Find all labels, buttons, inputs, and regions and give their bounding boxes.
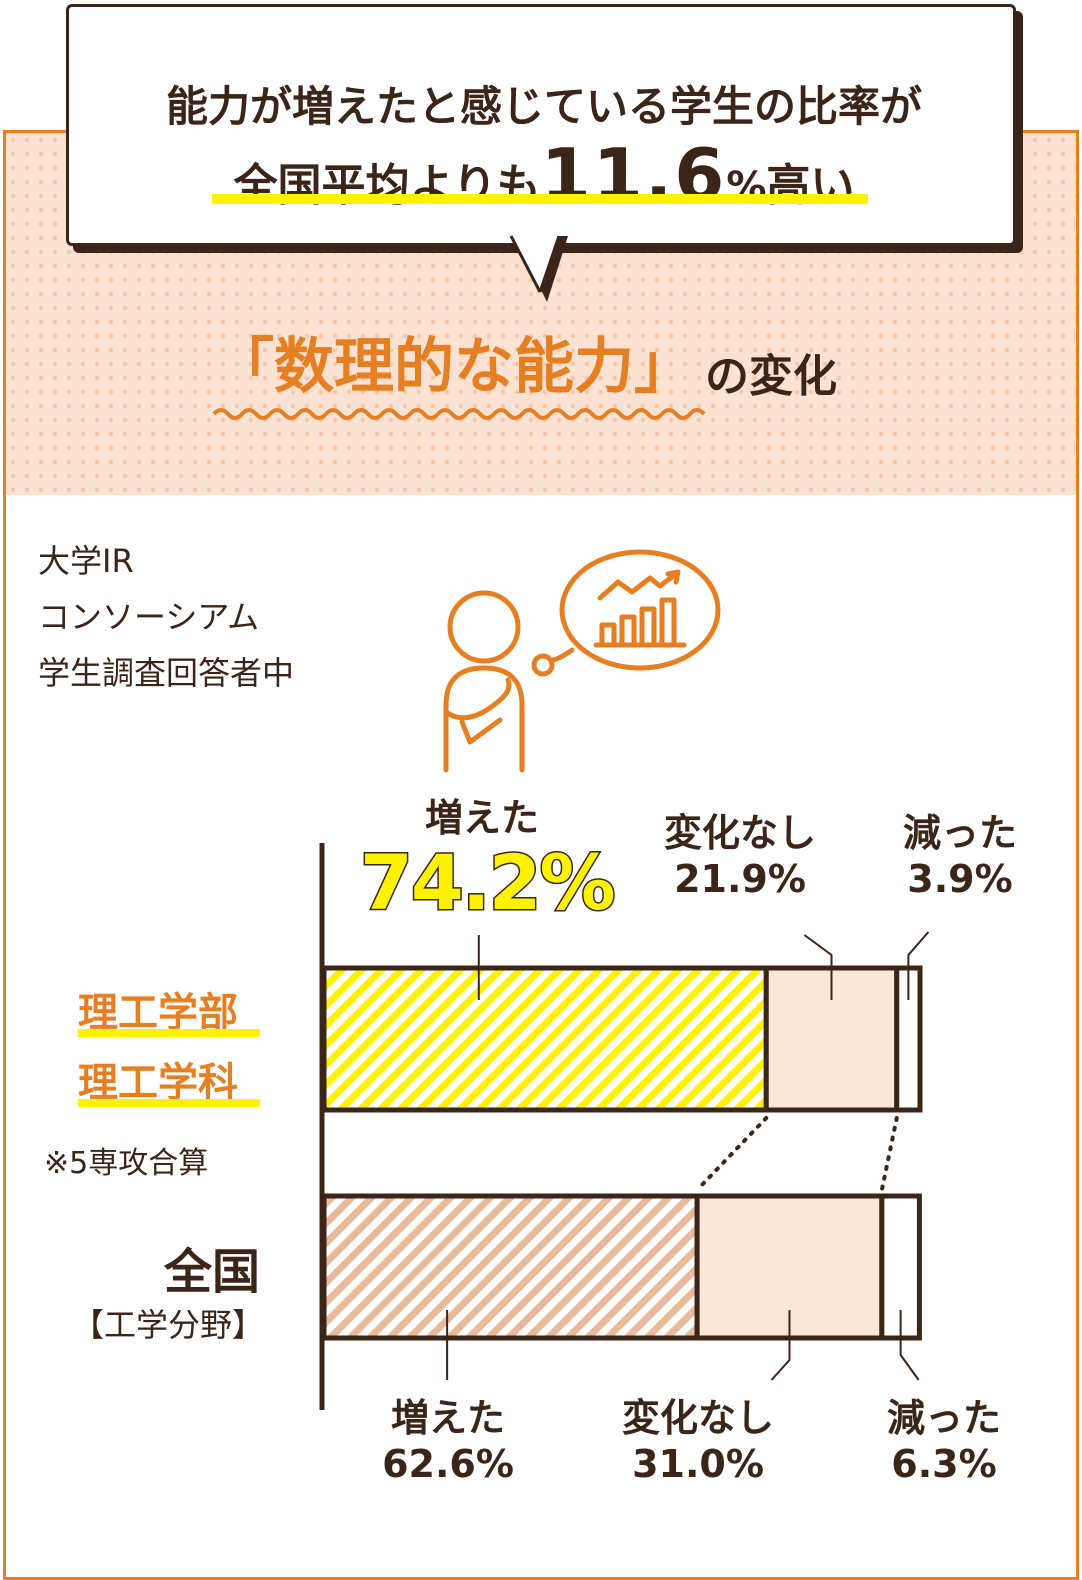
row-label-national-sub: 【工学分野】 — [71, 1306, 264, 1344]
row-label-department-underline — [78, 1099, 260, 1107]
speech-bubble: 能力が増えたと感じている学生の比率が 全国平均よりも11.6%高い — [66, 4, 1016, 246]
source-line2: コンソーシアム — [38, 598, 260, 636]
bottom-label-increase: 増えた 62.6% — [338, 1395, 558, 1487]
bottom-value-increase: 62.6% — [382, 1442, 514, 1486]
source-note: 大学IR コンソーシアム 学生調査回答者中 — [38, 533, 294, 701]
bottom-label-decrease-name: 減った — [886, 1396, 1001, 1440]
section-title-suffix: の変化 — [705, 351, 837, 402]
source-line1: 大学IR — [38, 542, 134, 580]
row-note: ※5専攻合算 — [44, 1146, 209, 1181]
bubble-tail — [509, 233, 568, 302]
leader-top-nochange — [803, 934, 833, 1000]
bottom-label-decrease: 減った 6.3% — [834, 1395, 1054, 1487]
connector-dotted-2 — [879, 1116, 899, 1192]
section-title: 「数理的な能力」 — [214, 332, 694, 402]
headline-line1: 能力が増えたと感じている学生の比率が — [165, 82, 922, 131]
bottom-value-nochange: 31.0% — [632, 1442, 764, 1486]
bar-national-increase — [321, 1193, 700, 1341]
row-label-faculty: 理工学部 — [78, 990, 238, 1036]
top-value-decrease: 3.9% — [907, 857, 1013, 901]
bottom-label-increase-name: 増えた — [390, 1396, 505, 1440]
top-value-increase: 74.2% — [359, 837, 618, 929]
top-value-nochange: 21.9% — [674, 857, 806, 901]
top-label-increase: 増えた — [424, 796, 539, 840]
leader-top-decrease — [907, 931, 930, 1000]
headline-highlight — [212, 194, 868, 204]
top-label-decrease: 減った 3.9% — [850, 810, 1070, 902]
thinking-person-icon — [443, 549, 721, 773]
bottom-value-decrease: 6.3% — [891, 1442, 997, 1486]
top-label-decrease-name: 減った — [902, 811, 1017, 855]
leader-bottom-nochange — [770, 1310, 791, 1381]
leader-bottom-decrease — [899, 1310, 920, 1381]
row-label-national: 全国 — [163, 1244, 260, 1300]
row-label-department: 理工学科 — [78, 1060, 238, 1106]
wavy-underline — [212, 408, 706, 420]
bar-faculty-increase — [321, 965, 769, 1113]
top-label-nochange-name: 変化なし — [663, 811, 816, 855]
top-label-nochange: 変化なし 21.9% — [630, 810, 850, 902]
row-label-faculty-underline — [78, 1029, 260, 1037]
bottom-label-nochange: 変化なし 31.0% — [588, 1395, 808, 1487]
source-line3: 学生調査回答者中 — [38, 654, 295, 692]
bottom-label-nochange-name: 変化なし — [621, 1396, 774, 1440]
bars-group — [321, 931, 930, 1381]
connector-dotted-1 — [695, 1116, 769, 1192]
